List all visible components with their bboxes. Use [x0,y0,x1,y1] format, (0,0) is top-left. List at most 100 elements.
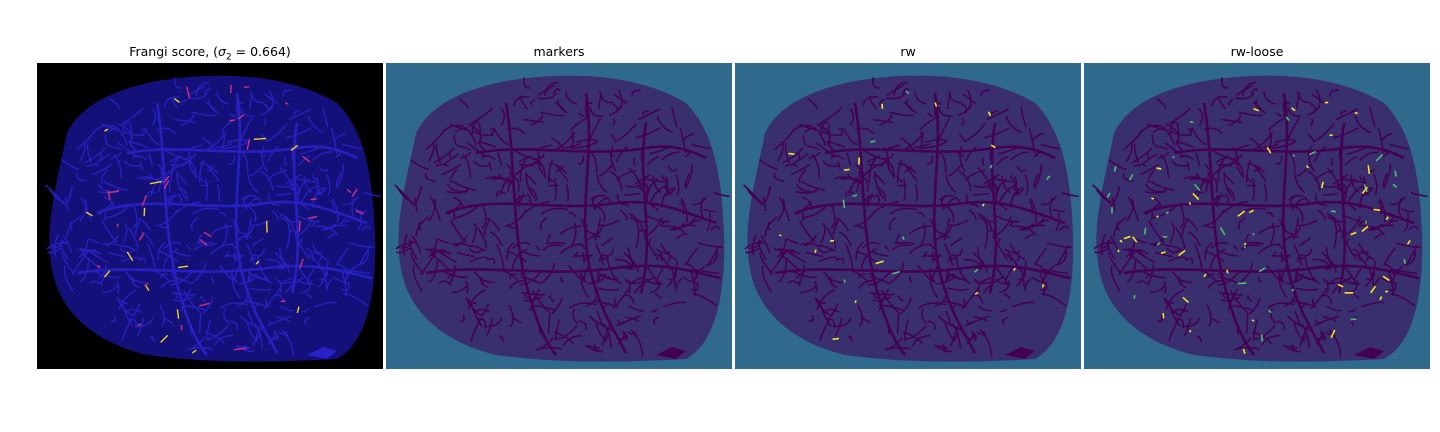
vein-segment [819,107,843,125]
segment-highlight [843,168,850,171]
vein-segment [685,163,694,187]
vein-segment [633,333,644,357]
vein-segment [984,220,989,250]
segment-highlight [1308,150,1317,156]
vein-segment [1263,184,1268,202]
vein-segment [980,89,990,97]
vein-segment [341,282,350,292]
vein-segment [803,127,817,133]
vein-segment [897,295,904,303]
vein-segment [1217,156,1227,183]
vein-segment [1299,274,1320,285]
vein-segment [808,314,814,323]
vein-segment [834,317,843,337]
vein-segment [1234,153,1243,160]
vein-segment [1353,268,1362,284]
vein-segment [886,84,904,96]
vein-segment [881,161,890,166]
vein-segment [623,192,641,196]
vein-segment [1133,143,1140,164]
vein-segment [221,222,228,248]
vein-segment [248,205,257,223]
vein-segment [468,131,477,146]
vein-segment [196,242,217,245]
vein-segment [1016,165,1027,172]
vein-segment [265,298,268,306]
vein-segment [549,162,568,174]
vein-segment [1147,264,1155,285]
vein-segment [316,176,319,185]
vein-segment [1171,160,1188,167]
vein-segment [216,91,229,105]
vein-segment [357,212,362,232]
segment-highlight [832,337,840,341]
vein-segment [1139,124,1163,135]
frangi-highlight [203,231,212,238]
vein-segment [252,325,262,347]
vein-segment [961,117,965,126]
vein-segment [173,250,191,257]
segment-highlight [1123,235,1131,240]
vein-segment [1010,250,1021,254]
vein-segment [110,314,116,323]
vein-segment [816,288,836,311]
vein-segment [148,152,153,166]
vein-segment [1364,261,1376,288]
vein-segment [116,298,134,317]
segment-highlight [1394,170,1397,177]
vein-segment [221,131,226,150]
segment-highlight [875,260,884,265]
vein-segment [532,161,541,166]
vein-segment [623,251,639,273]
vein-segment [634,127,661,139]
vein-segment [998,280,1010,294]
vein-segment [132,303,140,317]
vein-segment [79,258,90,283]
vein-segment [635,220,640,250]
segment-highlight [1337,283,1344,288]
vein-segment [121,319,133,342]
vein-segment [1339,109,1348,116]
vein-segment [120,131,128,146]
vein-segment [64,196,69,212]
vein-segment [506,250,527,263]
vein-segment [125,308,142,314]
vein-segment [905,324,927,340]
vein-segment [259,105,273,116]
vein-segment [96,200,368,225]
vein-segment [1175,141,1185,153]
segment-highlight [1266,146,1272,154]
vein-segment [977,305,993,312]
vein-segment [632,157,636,167]
vein-segment [886,92,906,100]
vein-segment [992,235,1008,260]
vein-segment [200,162,219,174]
vein-segment [857,224,866,229]
vein-segment [496,152,502,166]
vein-segment [522,250,540,257]
vein-segment [597,273,607,281]
frangi-highlight [355,210,364,215]
vein-segment [102,284,119,294]
vein-segment [1111,196,1116,212]
vein-segment [777,258,788,283]
vein-segment [202,297,214,315]
vein-segment [180,288,192,312]
vein-segment [901,88,910,95]
vein-segment [188,92,208,100]
vein-segment [819,318,831,342]
vein-segment [1333,220,1338,250]
vein-segment [1220,250,1238,257]
vein-segment [235,344,255,353]
vein-segment [564,142,582,149]
vein-segment [487,160,493,171]
vein-segment [132,155,147,161]
vein-segment [534,245,541,251]
vein-segment [835,257,845,264]
vein-segment [1332,173,1349,185]
vein-segment [118,288,138,311]
vein-segment [1147,123,1170,133]
segment-highlight [788,152,795,155]
segment-highlight [1385,216,1389,221]
vein-segment [578,320,588,331]
